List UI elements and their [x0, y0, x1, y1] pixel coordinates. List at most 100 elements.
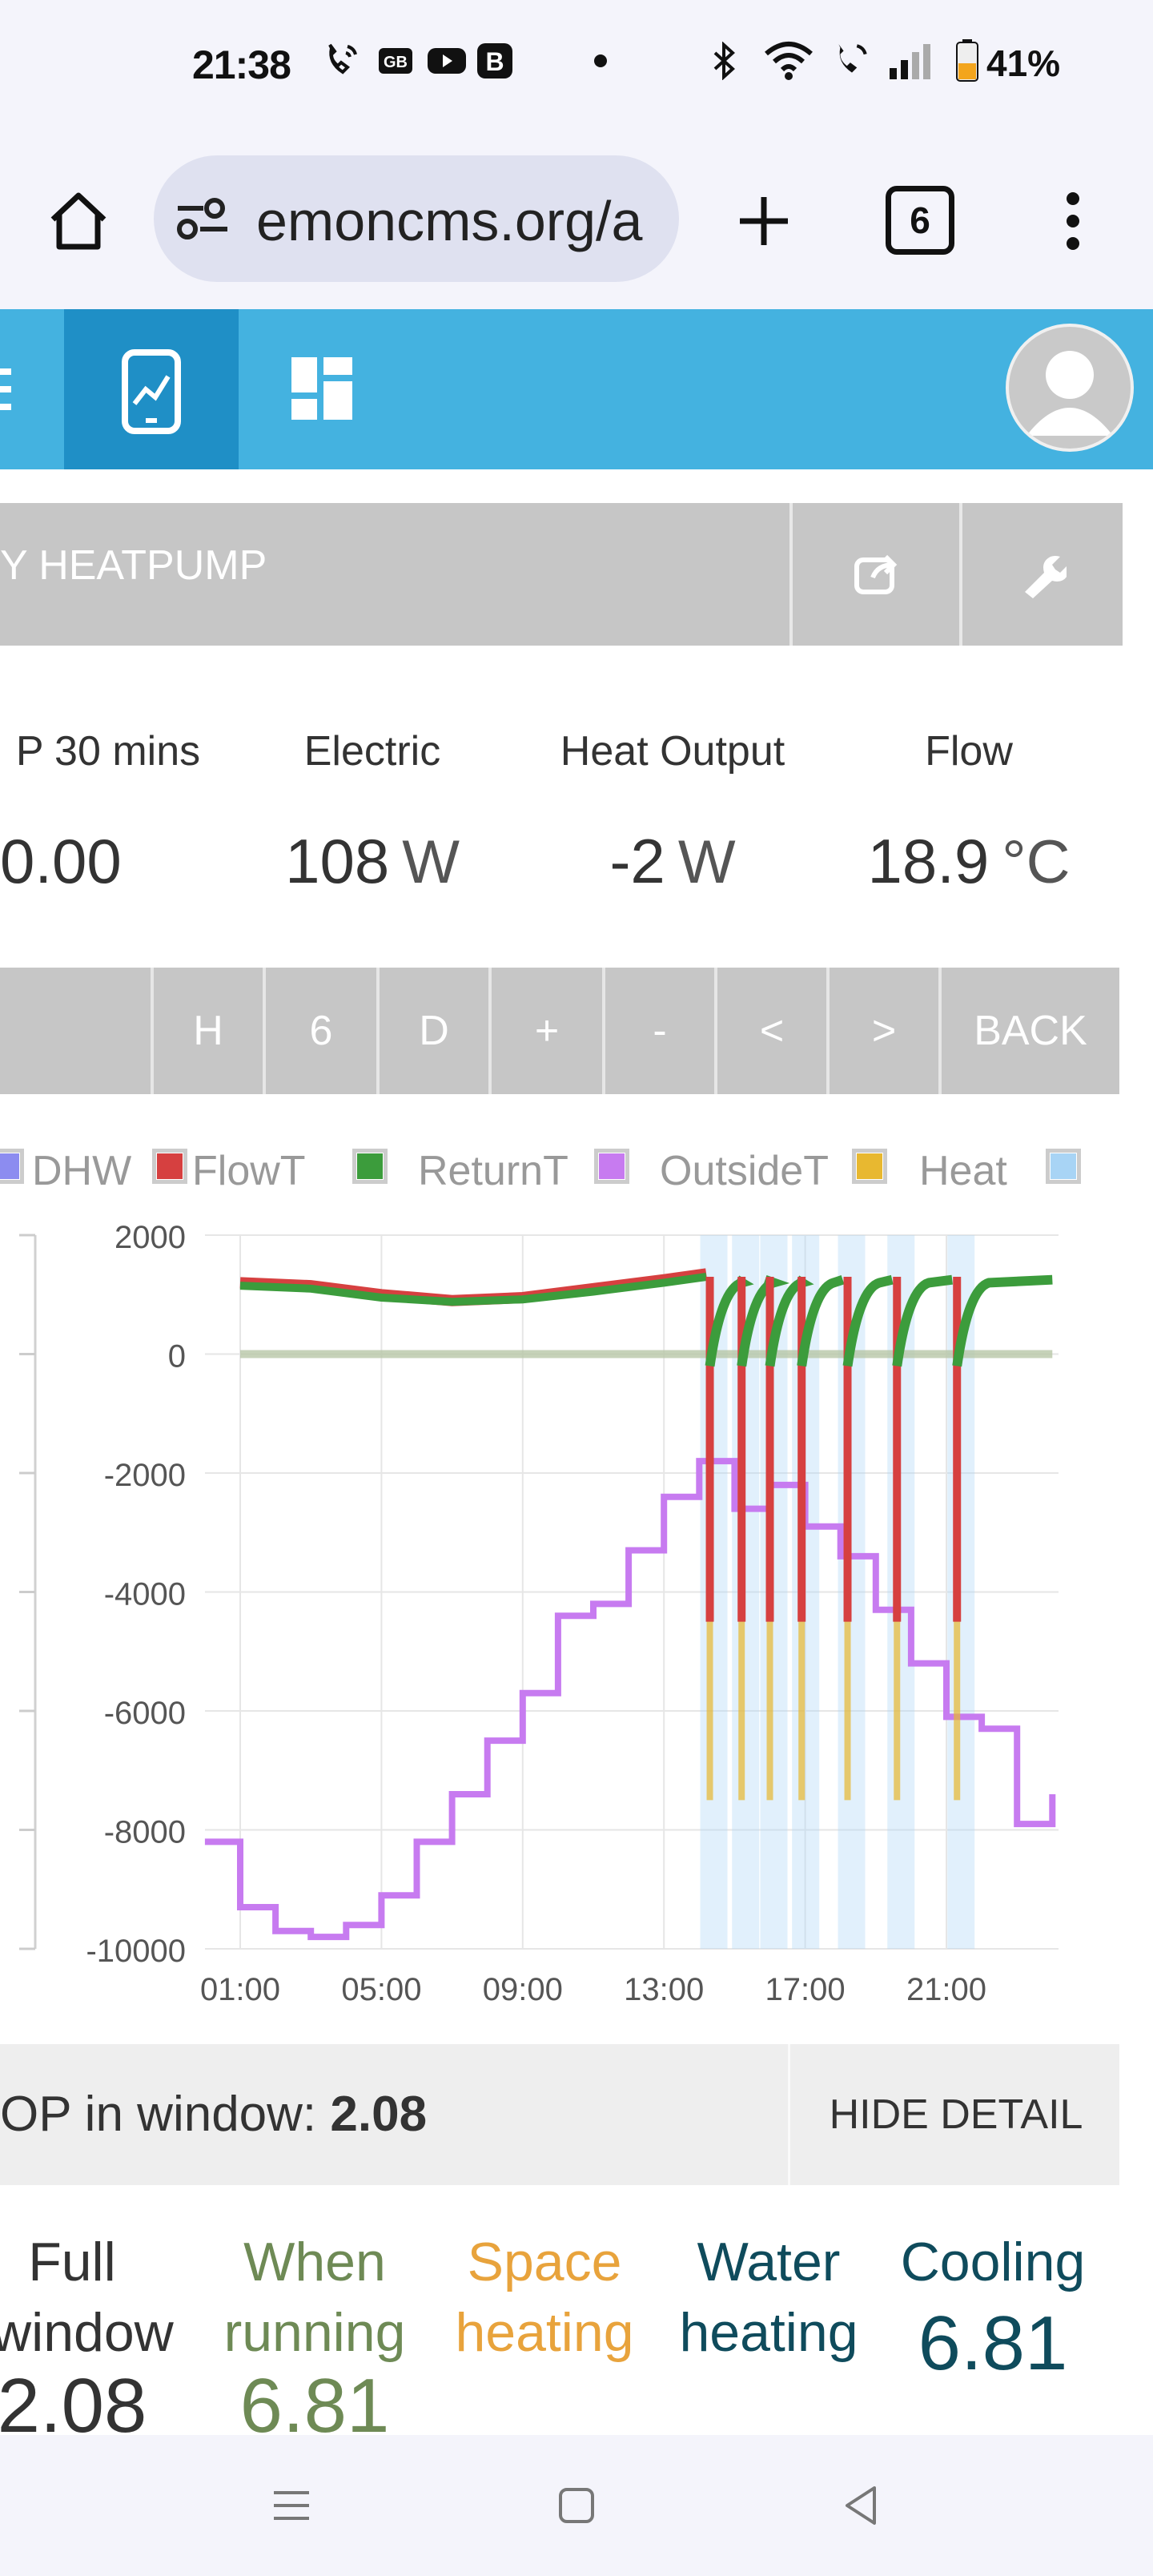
- series-returnt-line: [239, 1273, 707, 1306]
- legend-label-flowt: FlowT: [192, 1148, 306, 1194]
- stat-value-cop: 0.00: [0, 826, 122, 896]
- home-button-icon[interactable]: [552, 2481, 601, 2530]
- legend-label-dhw: DHW: [32, 1148, 132, 1194]
- share-button[interactable]: [789, 503, 962, 646]
- cop-col-value: 2.08: [0, 2363, 147, 2449]
- more-icon[interactable]: [1041, 181, 1105, 261]
- cop-col-water-heating: Water heating: [657, 2227, 881, 2368]
- svg-text:B: B: [485, 47, 504, 76]
- dashboard-title-bar: Y HEATPUMP: [0, 503, 1123, 646]
- legend-label-heat: Heat: [919, 1148, 1007, 1194]
- legend-label-returnt: ReturnT: [418, 1148, 568, 1194]
- tab-count: 6: [910, 199, 930, 241]
- y-tick-label: -8000: [104, 1815, 186, 1850]
- app-graph-icon: [119, 348, 186, 436]
- x-tick-label: 05:00: [341, 1972, 421, 2007]
- legend-swatch-outsidet: [594, 1149, 629, 1184]
- cop-col-title: Cooling: [900, 2232, 1086, 2292]
- zoom-in-button[interactable]: +: [488, 968, 602, 1094]
- b-badge-icon: B: [474, 40, 516, 82]
- tune-icon[interactable]: [175, 194, 231, 245]
- range-day-button[interactable]: D: [376, 968, 488, 1094]
- nav-graph-button[interactable]: [64, 309, 239, 469]
- cop-col-subtitle: window: [0, 2302, 174, 2363]
- legend-swatch-heat: [852, 1149, 887, 1184]
- y-tick-label: -2000: [104, 1458, 186, 1493]
- dashboard-icon[interactable]: [288, 354, 365, 426]
- cop-col-title: Space: [467, 2232, 622, 2292]
- power-chart[interactable]: 2000 0 -2000 -4000 -6000 -8000 -10000 01:00 05:0…: [0, 1201, 1153, 2010]
- home-icon[interactable]: [38, 181, 119, 261]
- cop-col-subtitle: heating: [679, 2302, 858, 2363]
- cop-col-value: 6.81: [239, 2363, 390, 2449]
- cop-col-subtitle: running: [223, 2302, 406, 2363]
- clock: 21:38: [192, 42, 291, 87]
- range-hour-button[interactable]: H: [151, 968, 263, 1094]
- zoom-out-button[interactable]: -: [602, 968, 714, 1094]
- back-button[interactable]: BACK: [938, 968, 1119, 1094]
- legend-swatch-dhw: [0, 1149, 24, 1184]
- plus-icon[interactable]: [724, 181, 804, 261]
- y-tick-label: 2000: [114, 1220, 186, 1255]
- page-title: Y HEATPUMP: [0, 542, 267, 589]
- pan-right-button[interactable]: >: [826, 968, 938, 1094]
- back-icon[interactable]: [838, 2481, 886, 2530]
- menu-icon[interactable]: [0, 365, 11, 413]
- x-tick-label: 01:00: [200, 1972, 280, 2007]
- legend-swatch-extra: [1046, 1149, 1081, 1184]
- app-navbar: [0, 309, 1153, 469]
- cop-col-title: When: [243, 2232, 386, 2292]
- pan-left-button[interactable]: <: [714, 968, 826, 1094]
- legend-label-outsidet: OutsideT: [660, 1148, 829, 1194]
- cop-summary-bar: OP in window: 2.08 HIDE DETAIL: [0, 2044, 1119, 2185]
- cop-window-text: OP in window: 2.08: [0, 2086, 427, 2143]
- x-tick-label: 21:00: [906, 1972, 986, 2007]
- user-avatar-icon[interactable]: [1006, 324, 1134, 452]
- dot-icon: [585, 40, 617, 82]
- y-tick-label: -10000: [86, 1934, 186, 1969]
- tabs-icon[interactable]: 6: [886, 186, 954, 255]
- y-tick-label: -6000: [104, 1696, 186, 1731]
- svg-text:GB: GB: [384, 54, 408, 71]
- signal-icon: [884, 40, 940, 82]
- series-outsidet-line: [204, 1458, 1056, 1941]
- y-tick-label: -4000: [104, 1577, 186, 1612]
- returnt-recovery: [842, 1274, 894, 1367]
- range-6h-button[interactable]: 6: [263, 968, 376, 1094]
- wrench-icon: [1025, 556, 1067, 598]
- stat-label-cop: P 30 mins: [15, 728, 201, 775]
- cop-col-title: Full: [28, 2232, 116, 2292]
- legend-swatch-returnt: [352, 1149, 388, 1184]
- status-bar: 21:38 GB B 41%: [0, 0, 1153, 136]
- settings-button[interactable]: [959, 503, 1123, 646]
- stat-value-electric: 108 W: [285, 826, 460, 896]
- stat-label-flow: Flow: [925, 728, 1013, 775]
- x-tick-label: 09:00: [483, 1972, 563, 2007]
- y-tick-label: 0: [168, 1339, 186, 1375]
- battery-percent: 41%: [986, 42, 1061, 84]
- stat-label-electric: Electric: [303, 728, 441, 775]
- wifi-calling-icon: [322, 40, 364, 82]
- youtube-icon: [424, 40, 469, 82]
- time-controls: H 6 D + - < > BACK: [0, 968, 1119, 1094]
- url-text[interactable]: emoncms.org/a: [256, 190, 643, 252]
- cop-col-space-heating: Space heating: [448, 2227, 641, 2368]
- returnt-recovery: [797, 1274, 845, 1367]
- system-nav-bar: [0, 2435, 1153, 2576]
- browser-toolbar: emoncms.org/a 6: [0, 136, 1153, 309]
- stat-value-flow: 18.9 °C: [867, 826, 1071, 896]
- cop-col-full-window: Full window 2.08: [0, 2227, 174, 2449]
- bluetooth-icon: [708, 40, 740, 82]
- url-bar[interactable]: emoncms.org/a: [154, 155, 679, 282]
- cop-col-value: 6.81: [918, 2300, 1068, 2386]
- x-tick-label: 13:00: [624, 1972, 704, 2007]
- x-tick-label: 17:00: [765, 1972, 846, 2007]
- gb-badge-icon: GB: [375, 40, 416, 82]
- stat-value-heat: -2 W: [609, 826, 736, 896]
- hide-detail-button[interactable]: HIDE DETAIL: [788, 2044, 1122, 2185]
- cop-col-subtitle: heating: [455, 2302, 634, 2363]
- stat-label-heat: Heat Output: [560, 728, 785, 775]
- cop-window-value: 2.08: [330, 2087, 428, 2142]
- wifi-icon: [761, 40, 817, 82]
- recents-icon[interactable]: [267, 2481, 315, 2530]
